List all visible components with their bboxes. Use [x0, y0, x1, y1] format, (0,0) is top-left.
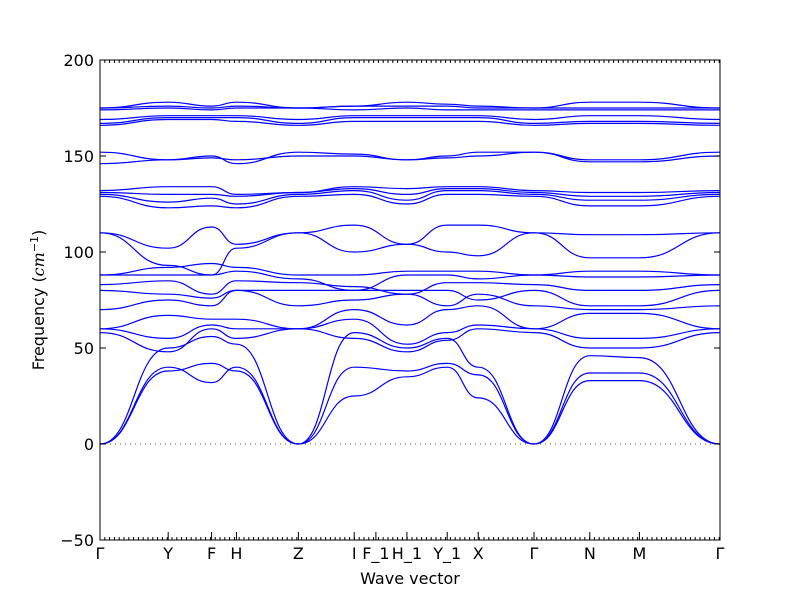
x-tick-label: M [632, 544, 646, 563]
x-tick-label: H_1 [392, 544, 422, 564]
x-tick-label: F [207, 544, 216, 563]
x-tick-label: Γ [96, 544, 105, 563]
band-21 [99, 117, 721, 125]
band-11 [99, 262, 721, 276]
band-16 [99, 187, 721, 197]
x-tick-label: Γ [716, 544, 725, 563]
band-25 [99, 101, 721, 109]
y-tick-label: −50 [60, 531, 94, 550]
x-tick-label: Γ [530, 544, 539, 563]
y-axis-ticks: −50 0 50 100 150 200 [60, 51, 720, 550]
x-tick-label: H [230, 544, 242, 563]
x-tick-label: Z [293, 544, 304, 563]
y-tick-label: 200 [63, 51, 94, 70]
band-8 [99, 289, 721, 307]
band-3 [99, 331, 721, 445]
y-tick-label: 50 [74, 339, 94, 358]
band-22 [99, 115, 721, 121]
band-24 [99, 105, 720, 109]
band-4 [99, 328, 721, 353]
x-tick-label: F_1 [362, 544, 389, 564]
x-tick-label: X [473, 544, 484, 563]
band-10 [99, 270, 721, 292]
band-23 [99, 107, 720, 111]
band-6 [99, 305, 721, 330]
x-tick-label: I [352, 544, 357, 563]
band-17 [99, 186, 721, 196]
x-axis-label: Wave vector [360, 569, 460, 588]
y-tick-label: 150 [63, 147, 94, 166]
band-12 [99, 232, 721, 276]
band-14 [99, 193, 721, 209]
y-axis-label-unit: cm [29, 252, 48, 276]
band-20 [99, 118, 721, 126]
y-axis-label-close: ) [29, 230, 48, 236]
y-tick-label: 100 [63, 243, 94, 262]
x-tick-label: N [584, 544, 596, 563]
y-axis-label-exponent: −1 [28, 236, 41, 252]
band-lines [99, 101, 721, 445]
band-1 [99, 366, 721, 445]
band-15 [99, 189, 721, 205]
band-9 [99, 280, 721, 295]
y-axis-label: Frequency (cm−1) [28, 230, 48, 371]
y-axis-label-text: Frequency ( [29, 276, 48, 370]
band-2 [99, 362, 721, 445]
band-13 [99, 224, 721, 249]
band-5 [99, 318, 721, 345]
x-tick-label: Y [162, 544, 173, 563]
y-tick-label: 0 [84, 435, 94, 454]
x-tick-label: Y_1 [432, 544, 461, 564]
x-axis-ticks: Γ Y F H Z I F_1 H_1 Y_1 X Γ N M Γ [96, 60, 725, 564]
band-7 [99, 289, 721, 311]
plot-frame [99, 59, 721, 541]
band-19 [99, 151, 721, 165]
